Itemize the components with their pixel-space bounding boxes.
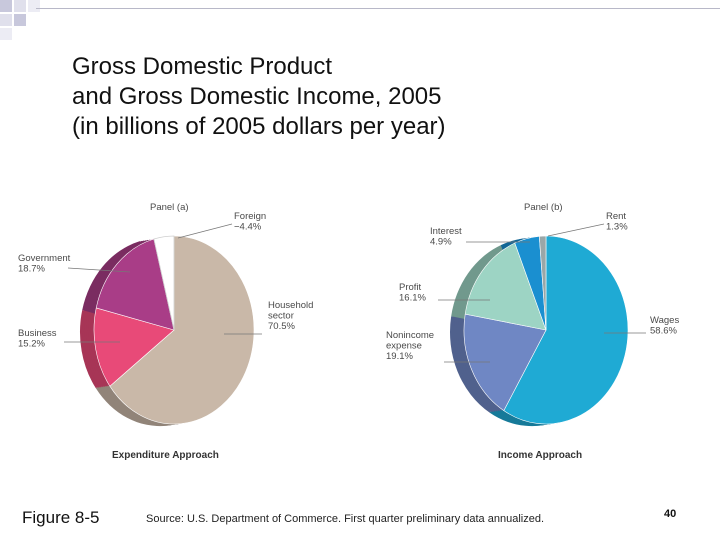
- figure-label: Figure 8-5: [22, 508, 100, 527]
- pie-slice-business: [93, 307, 175, 387]
- pie-slice-foreign: [153, 235, 175, 331]
- pie-slice-wages: [503, 235, 629, 425]
- pie-label-rent: Rent 1.3%: [606, 211, 628, 233]
- slide-title: Gross Domestic Product and Gross Domesti…: [72, 52, 446, 142]
- pie-label-government: Government 18.7%: [18, 253, 71, 275]
- title-line-1: Gross Domestic Product: [72, 53, 333, 80]
- leader-line-government: [67, 267, 131, 273]
- pie-slice-profit: [464, 242, 547, 331]
- pie-label-profit: Profit 16.1%: [399, 282, 426, 304]
- pie-charts-figure: Panel (a) Household sector 70.5% Business 15…: [18, 202, 679, 461]
- source-note: Source: U.S. Department of Commerce. Fir…: [146, 513, 544, 525]
- leader-line-foreign: [177, 223, 233, 239]
- pie-slice-government: [95, 238, 175, 331]
- pie-label-foreign: Foreign −4.4%: [234, 211, 266, 233]
- pie-b: [450, 235, 629, 427]
- panel-b-title: Panel (b): [524, 202, 563, 213]
- panel-b: Panel (b) Wages 58.6% Nonincome expense 19.1…: [386, 202, 679, 461]
- pie-slice-household-sector: [109, 235, 255, 425]
- panel-b-caption: Income Approach: [498, 450, 582, 461]
- page-number: 40: [664, 508, 677, 520]
- corner-decoration: [0, 0, 60, 48]
- header-rule: [36, 8, 720, 9]
- pie-a-labels: Household sector 70.5% Business 15.2% Governm…: [18, 211, 313, 350]
- pie-label-wages: Wages 58.6%: [650, 315, 679, 337]
- pie-slice-rent: [538, 235, 547, 331]
- panel-a: Panel (a) Household sector 70.5% Business 15…: [18, 202, 313, 461]
- pie-slice-nonincome-expense: [463, 313, 547, 412]
- pie-label-business: Business 15.2%: [18, 328, 57, 350]
- title-line-2: and Gross Domestic Income, 2005: [72, 83, 442, 110]
- pie-label-household-sector: Household sector 70.5%: [268, 300, 313, 332]
- pie-label-nonincome-expense: Nonincome expense 19.1%: [386, 330, 434, 362]
- panel-a-caption: Expenditure Approach: [112, 450, 219, 461]
- pie-a: [79, 235, 255, 427]
- title-line-3: (in billions of 2005 dollars per year): [72, 113, 446, 140]
- leader-line-rent: [547, 223, 605, 237]
- panel-a-title: Panel (a): [150, 202, 189, 213]
- pie-label-interest: Interest 4.9%: [430, 226, 462, 248]
- pie-b-labels: Wages 58.6% Nonincome expense 19.1% Profit 16.…: [386, 211, 679, 363]
